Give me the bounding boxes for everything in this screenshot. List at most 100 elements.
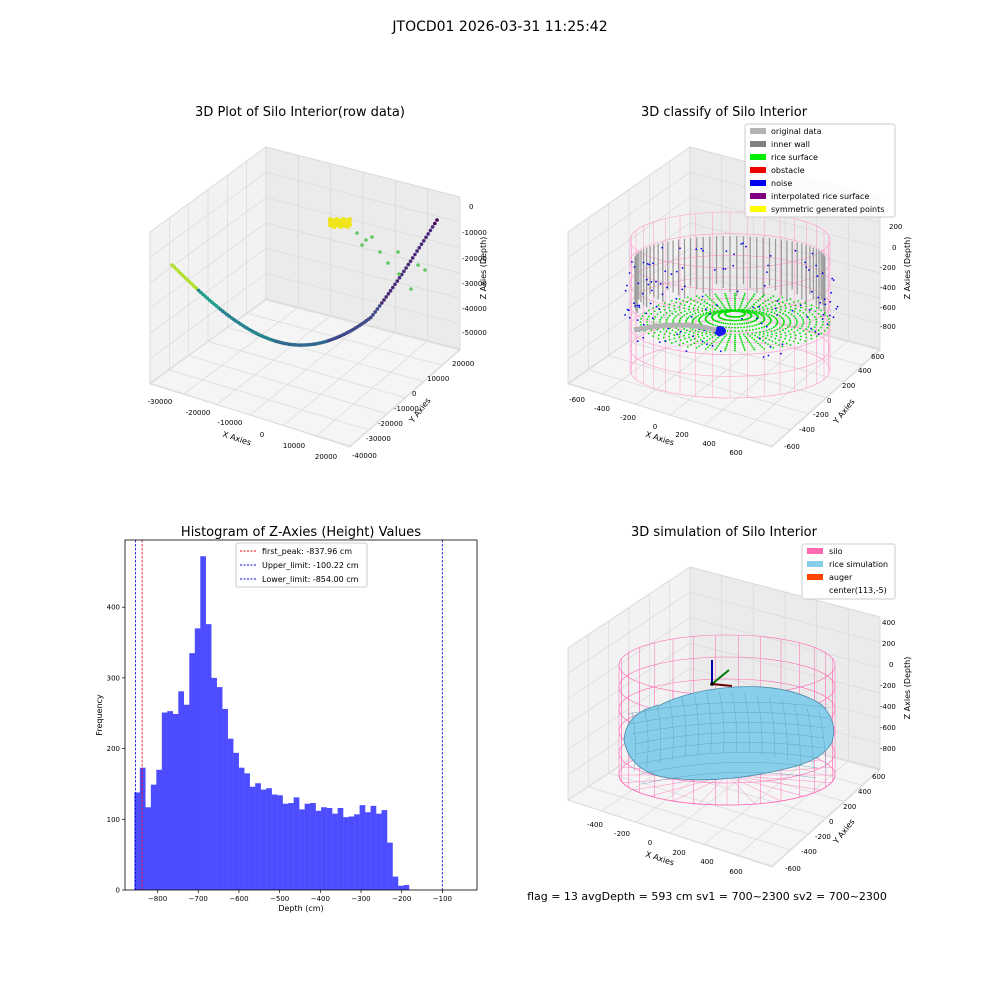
rice-surface-point xyxy=(673,334,676,337)
noise-point xyxy=(704,308,707,311)
rice-surface-point xyxy=(740,326,742,329)
rice-surface-point xyxy=(704,348,707,350)
rice-surface-point xyxy=(665,311,668,314)
hist-bar xyxy=(205,624,212,890)
hist-bar xyxy=(156,769,163,890)
rice-surface-point xyxy=(776,328,779,331)
rice-surface-point xyxy=(657,304,660,307)
rice-surface-point xyxy=(659,331,662,333)
center-point xyxy=(710,682,714,686)
rice-surface-point xyxy=(711,305,714,308)
rice-surface-point xyxy=(794,334,797,337)
rice-surface-point xyxy=(758,327,760,330)
rice-surface-point xyxy=(779,336,782,339)
raw-zaxis-label: Z Axies (Depth) xyxy=(479,237,488,300)
rice-surface-point xyxy=(799,338,802,341)
rice-surface-point xyxy=(734,300,736,303)
noise-point xyxy=(624,314,626,316)
rice-surface-point xyxy=(808,323,811,326)
rice-surface-point xyxy=(698,345,701,347)
rice-surface-point xyxy=(725,345,728,348)
raw-data-point xyxy=(416,263,420,267)
noise-point xyxy=(645,278,648,281)
raw-data-point xyxy=(386,292,391,296)
rice-surface-point xyxy=(796,321,798,323)
rice-surface-point xyxy=(662,336,665,339)
rice-surface-point xyxy=(708,338,711,340)
rice-surface-point xyxy=(673,337,676,340)
hist-bar xyxy=(271,794,278,890)
hist-bar xyxy=(134,792,141,890)
noise-point xyxy=(741,317,743,320)
rice-mesh-line xyxy=(731,692,737,753)
gridline xyxy=(316,340,428,436)
rice-surface-point xyxy=(785,334,787,337)
rice-surface-point xyxy=(729,335,731,338)
noise-point xyxy=(824,303,827,306)
rice-surface-point xyxy=(718,299,721,301)
hist-bar xyxy=(249,786,256,890)
original-data-band xyxy=(633,322,717,333)
rice-surface-point xyxy=(688,305,691,308)
rice-surface-point xyxy=(688,308,690,311)
rice-surface-point xyxy=(774,299,777,302)
rice-surface-point xyxy=(756,305,759,308)
rice-surface-point xyxy=(648,315,650,318)
rice-surface-point xyxy=(774,337,777,340)
rice-surface-point xyxy=(811,313,814,316)
noise-point xyxy=(711,344,714,347)
rice-surface-point xyxy=(778,344,780,346)
noise-point xyxy=(805,266,808,269)
noise-point xyxy=(647,283,650,286)
rice-surface-point xyxy=(782,324,784,326)
rice-surface-point xyxy=(738,308,741,311)
raw-xtick: 0 xyxy=(260,431,264,439)
hist-bar xyxy=(167,711,174,890)
rice-mesh-line xyxy=(641,772,817,785)
rice-surface-point xyxy=(802,330,805,333)
noise-point xyxy=(769,346,772,348)
rice-surface-point xyxy=(730,319,733,322)
rice-surface-point xyxy=(672,319,675,321)
rice-surface-point xyxy=(795,323,798,325)
rice-surface-point xyxy=(712,301,715,304)
rice-surface-point xyxy=(744,306,747,309)
rice-surface-point xyxy=(662,314,665,316)
classify-ztick: -400 xyxy=(880,284,896,292)
noise-point xyxy=(814,330,817,333)
rice-surface-point xyxy=(753,303,756,306)
rice-surface-point xyxy=(734,343,736,346)
rice-surface-point xyxy=(767,323,769,326)
classify-xtick: -600 xyxy=(569,396,585,404)
rice-surface-point xyxy=(805,314,808,316)
rice-surface-point xyxy=(805,328,808,330)
legend-label: inner wall xyxy=(771,140,810,149)
hist-bar xyxy=(260,789,267,890)
hist-bar xyxy=(326,807,333,890)
rice-surface-point xyxy=(747,309,749,311)
classify-xtick: 600 xyxy=(729,449,742,457)
rice-surface-point xyxy=(679,302,682,305)
noise-point xyxy=(631,261,633,263)
rice-surface-point xyxy=(734,335,736,338)
rice-surface-point xyxy=(692,310,695,312)
rice-surface-point xyxy=(749,307,751,309)
rice-surface-point xyxy=(784,314,787,317)
raw-data-point xyxy=(423,268,427,272)
rice-surface-point xyxy=(652,321,655,323)
hist-xaxis-label: Depth (cm) xyxy=(278,904,323,913)
rice-surface-point xyxy=(679,339,682,342)
rice-surface-point xyxy=(688,333,690,336)
sim-xtick: -400 xyxy=(587,821,603,829)
noise-point xyxy=(822,313,825,316)
rice-surface-point xyxy=(759,297,762,300)
rice-surface-point xyxy=(745,322,748,325)
rice-surface-point xyxy=(741,298,744,301)
rice-mesh-line xyxy=(794,703,801,764)
rice-surface-point xyxy=(747,333,749,335)
hist-xtick-label: −200 xyxy=(392,895,411,903)
noise-point xyxy=(830,291,832,294)
rice-surface-point xyxy=(707,314,709,317)
rice-surface-point xyxy=(668,335,670,338)
panel-simulation: 3D simulation of Silo Interior -400 -200… xyxy=(566,525,912,876)
